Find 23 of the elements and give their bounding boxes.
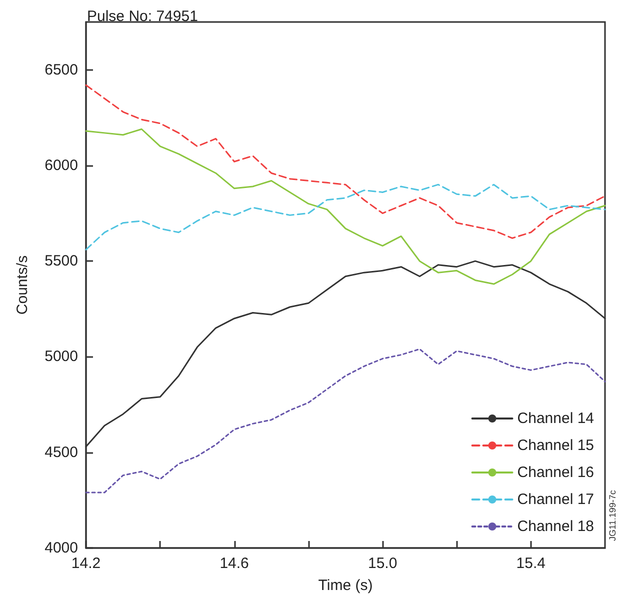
legend-label: Channel 14 <box>517 410 594 427</box>
x-tick-label: 14.6 <box>220 555 249 572</box>
x-axis-title: Time (s) <box>318 577 373 594</box>
x-tick-label: 15.4 <box>516 555 546 572</box>
x-tick-label: 14.2 <box>71 555 101 572</box>
legend-label: Channel 16 <box>517 464 594 481</box>
line-series <box>85 348 606 494</box>
y-tick-label: 4500 <box>44 444 78 461</box>
line-series <box>85 84 606 239</box>
chart-title: Pulse No: 74951 <box>87 8 198 25</box>
legend-label: Channel 15 <box>517 437 594 454</box>
y-tick-label: 5000 <box>44 348 78 366</box>
y-axis-title: Counts/s <box>14 255 31 315</box>
text: JG11.199-7c <box>608 490 618 541</box>
y-tick-label: 6500 <box>44 61 78 78</box>
x-tick-label: 15.0 <box>368 555 398 572</box>
legend-label: Channel 18 <box>517 518 594 535</box>
y-tick-label: 6000 <box>44 156 78 174</box>
line-series <box>85 184 606 250</box>
y-tick-label: 5500 <box>44 252 78 270</box>
line-series <box>85 128 606 285</box>
y-tick-label: 4000 <box>44 540 78 556</box>
legend-label: Channel 17 <box>517 491 594 508</box>
